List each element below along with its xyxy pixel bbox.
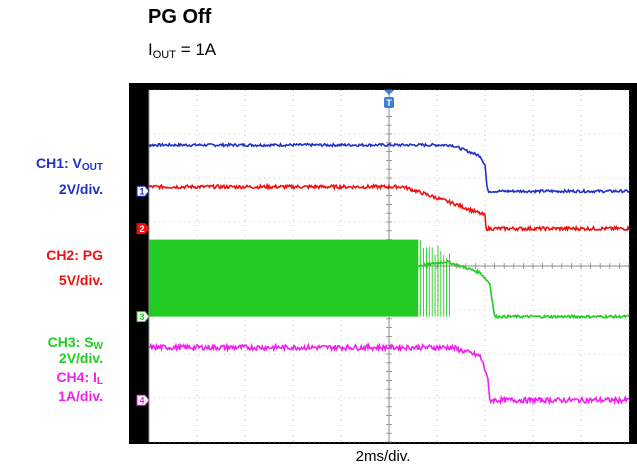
channel-marker-ch3 — [136, 311, 150, 323]
ch4-scale: 1A/div. — [58, 388, 103, 404]
trigger-arrow — [384, 90, 394, 95]
channel-marker-ch2 — [136, 223, 150, 235]
channel-marker-ch4 — [136, 394, 150, 406]
chart-subtitle: IOUT = 1A — [148, 40, 217, 61]
ch2-label: CH2: PG — [46, 247, 103, 263]
ch4-label: CH4: IL — [56, 369, 103, 387]
ch2-scale: 5V/div. — [58, 272, 103, 288]
trigger-marker-label: T — [386, 98, 392, 108]
oscilloscope-screen: 1 2 3 4 T — [129, 83, 637, 444]
x-axis-label: 2ms/div. — [355, 448, 411, 465]
channel-marker-label-ch2: 2 — [139, 224, 144, 234]
ch3-label: CH3: SW — [47, 334, 103, 352]
channel-marker-label-ch3: 3 — [139, 312, 144, 322]
trigger-marker — [384, 97, 394, 108]
trace-ch2 — [148, 182, 630, 233]
channel-marker-label-ch1: 1 — [139, 187, 144, 197]
trace-ch1 — [148, 141, 630, 195]
ch1-scale: 2V/div. — [58, 181, 103, 197]
ch1-label: CH1: VOUT — [35, 155, 103, 173]
chart-title: PG Off — [148, 6, 212, 28]
trace-ch3 — [148, 259, 630, 320]
ch3-switching-band — [149, 239, 418, 317]
channel-marker-label-ch4: 4 — [139, 396, 144, 406]
channel-marker-ch1 — [136, 185, 150, 197]
waveform-plot: 1 2 3 4 T — [136, 89, 630, 443]
ch3-scale: 2V/div. — [58, 350, 103, 366]
trace-ch4 — [148, 342, 630, 406]
